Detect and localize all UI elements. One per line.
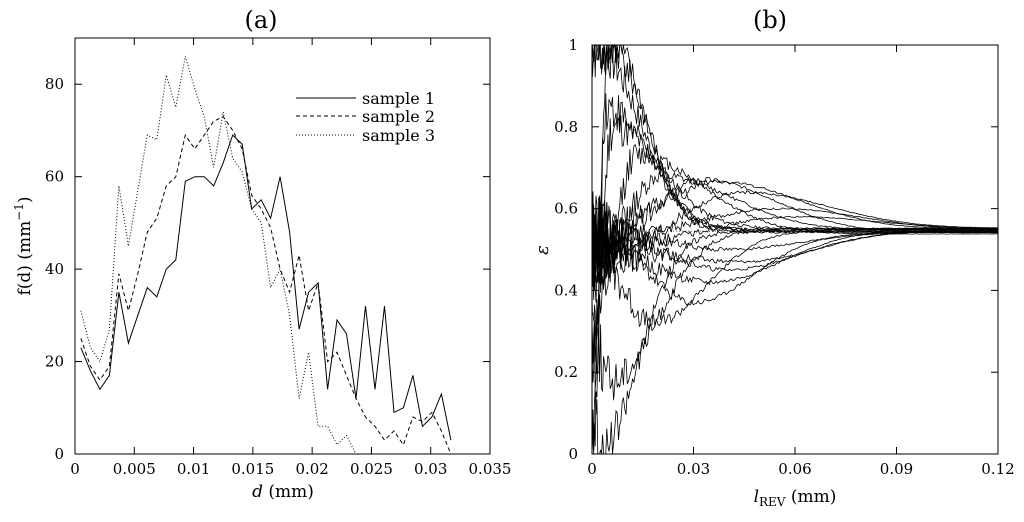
panel-a-x-tick-label: 0.025 [350, 460, 393, 478]
panel-b-series-line-c19 [591, 227, 999, 401]
panel-b-y-tick-label: 0.8 [554, 118, 578, 136]
panel-b-series-lines [591, 43, 999, 455]
panel-b-y-tick-label: 1 [568, 36, 578, 54]
panel-b-series-line-c6 [591, 144, 998, 365]
panel-a-y-tick-label: 80 [45, 75, 64, 93]
panel-b-x-ticks: 0 0.03 0.06 0.09 0.12 [587, 45, 1015, 478]
panel-b-x-axis-var: l [754, 487, 759, 507]
panel-b-y-axis-label: ε [532, 245, 553, 255]
panel-a-x-axis-var: d [252, 482, 263, 502]
panel-b-series-line-c17 [591, 192, 998, 306]
panel-b-series-line-c5 [591, 115, 998, 383]
panel-a-y-tick-label: 40 [45, 260, 64, 278]
panel-b-series-line-c10 [591, 190, 998, 293]
panel-b-x-tick-label: 0.12 [981, 460, 1014, 478]
panel-a: (a) 0 0.005 0.01 0.015 0.02 0.025 0.03 0.035 0 2… [12, 6, 511, 502]
panel-a-x-ticks: 0 0.005 0.01 0.015 0.02 0.025 0.03 0.035 [70, 38, 511, 478]
panel-a-legend: sample 1 sample 2 sample 3 [296, 89, 435, 145]
panel-b-series-line-c18 [591, 217, 998, 331]
panel-b-series-line-c2 [591, 43, 999, 231]
panel-a-y-tick-label: 60 [45, 168, 64, 186]
panel-a-x-tick-label: 0.015 [231, 460, 274, 478]
panel-a-y-axis-text: f(d) (mm [15, 221, 35, 296]
panel-b-label: (b) [753, 6, 787, 34]
panel-b-y-tick-label: 0.2 [554, 363, 578, 381]
panel-b-x-tick-label: 0.06 [778, 460, 811, 478]
panel-a-x-tick-label: 0.035 [469, 460, 512, 478]
panel-a-y-tick-label: 20 [45, 353, 64, 371]
panel-b-y-tick-label: 0 [568, 445, 578, 463]
panel-a-y-axis-close: ) [15, 196, 35, 203]
series-line-sample-1 [80, 134, 452, 441]
panel-a-frame [74, 37, 491, 455]
panel-a-x-tick-label: 0.03 [414, 460, 447, 478]
panel-b-series-line-c16 [591, 219, 998, 287]
panel-a-x-axis-unit: (mm) [263, 482, 314, 502]
panel-b-x-axis-label: lREV (mm) [754, 487, 837, 509]
panel-a-y-axis-label: f(d) (mm−1) [12, 196, 35, 295]
panel-b-y-tick-label: 0.6 [554, 200, 578, 218]
panel-a-label: (a) [244, 6, 277, 34]
legend-label-sample-1: sample 1 [362, 89, 435, 108]
legend-label-sample-3: sample 3 [362, 126, 435, 145]
panel-b-x-tick-label: 0 [587, 460, 597, 478]
panel-b-x-axis-sub: REV [759, 495, 786, 509]
panel-b-x-axis-unit: (mm) [785, 487, 836, 507]
panel-b-y-ticks: 0 0.2 0.4 0.6 0.8 1 [554, 36, 998, 463]
panel-a-x-tick-label: 0.005 [113, 460, 156, 478]
panel-a-series-lines [80, 56, 452, 455]
panel-a-x-tick-label: 0.01 [177, 460, 210, 478]
panel-a-x-axis-label: d (mm) [252, 482, 314, 502]
panel-b-x-tick-label: 0.03 [677, 460, 710, 478]
panel-a-y-ticks: 0 20 40 60 80 [45, 75, 490, 463]
legend-label-sample-2: sample 2 [362, 107, 435, 126]
series-line-sample-2 [80, 115, 452, 455]
panel-b-series-line-c9 [591, 179, 999, 269]
panel-b: (b) 0 0.03 0.06 0.09 0.12 0 0.2 0.4 0.6 0.8 1 lRE… [532, 6, 1015, 509]
panel-b-series-line-c20 [591, 229, 999, 455]
panel-b-y-tick-label: 0.4 [554, 281, 578, 299]
panel-b-series-line-c12 [591, 215, 999, 273]
series-line-sample-3 [80, 56, 385, 455]
panel-b-series-line-c1 [591, 44, 999, 232]
panel-a-x-tick-label: 0 [70, 460, 80, 478]
panel-b-x-tick-label: 0.09 [880, 460, 913, 478]
panel-a-y-axis-exponent: −1 [12, 203, 26, 221]
panel-a-x-tick-label: 0.02 [295, 460, 328, 478]
panel-a-y-tick-label: 0 [54, 445, 64, 463]
